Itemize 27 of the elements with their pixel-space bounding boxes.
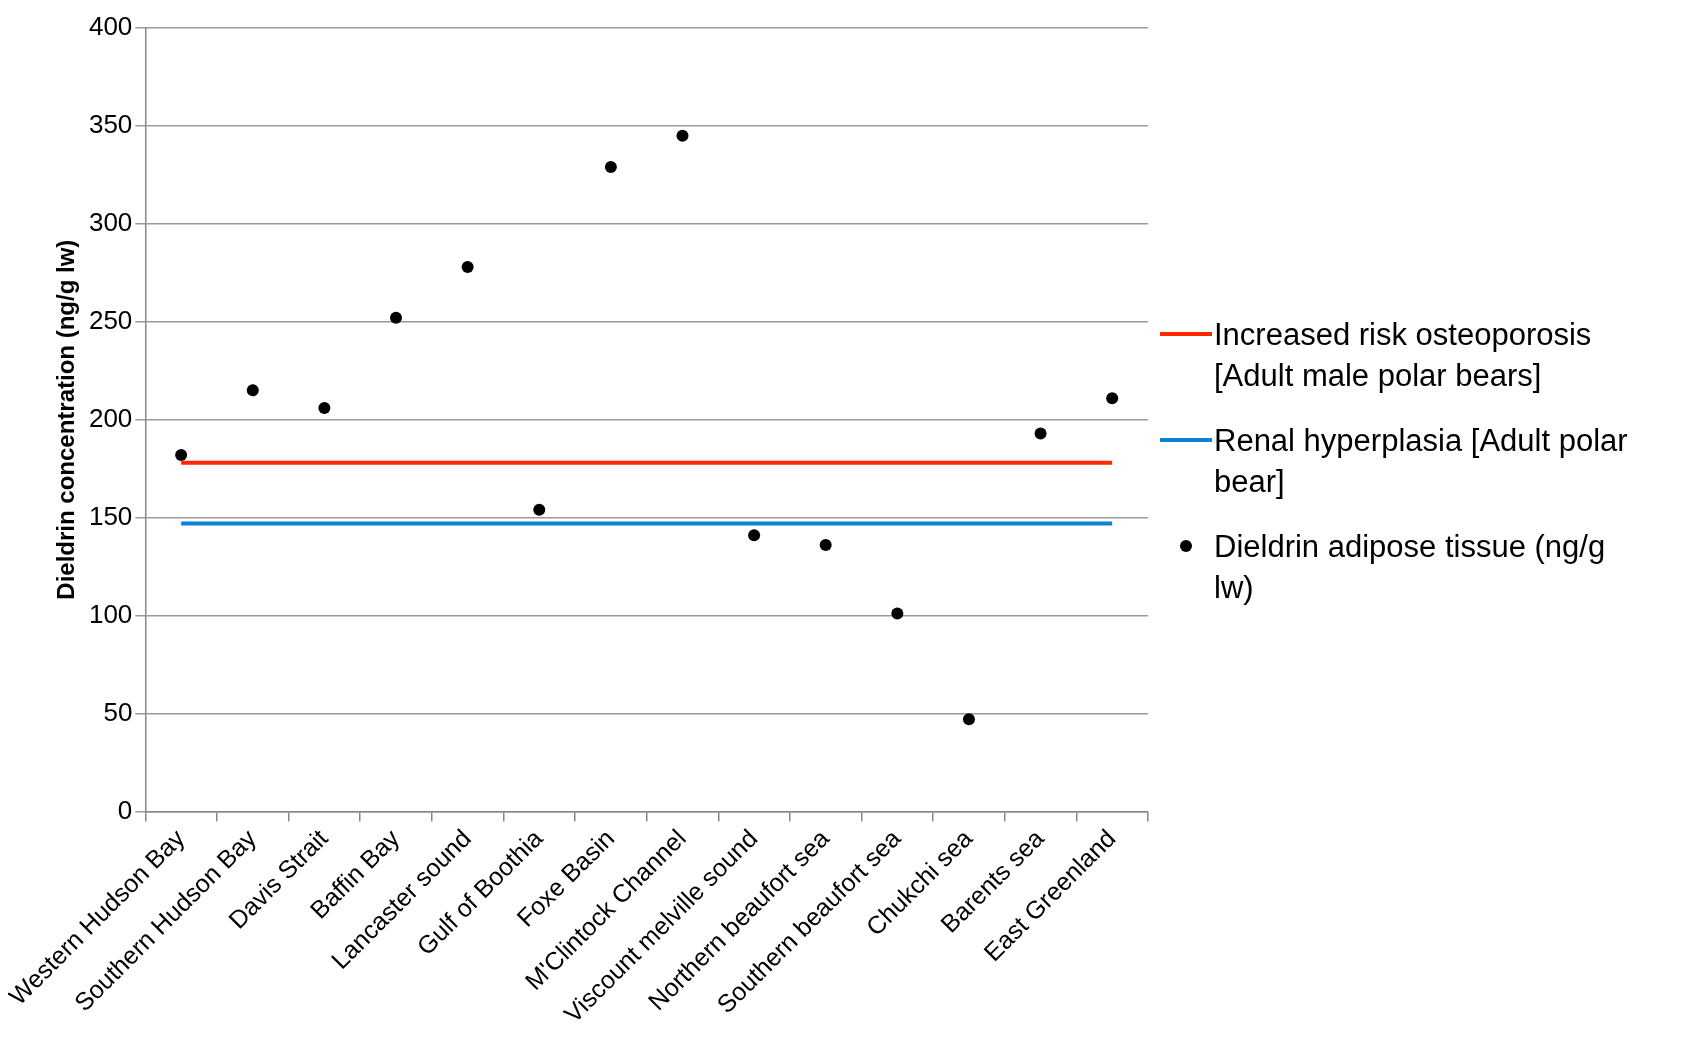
legend-label: Increased risk osteoporosis [Adult male polar bears] bbox=[1214, 315, 1593, 395]
point bbox=[962, 713, 975, 726]
y-tick-label: 300 bbox=[88, 207, 133, 238]
point bbox=[246, 384, 259, 397]
point bbox=[1106, 392, 1119, 405]
legend-label: Renal hyperplasia [Adult polar bear] bbox=[1214, 421, 1628, 501]
y-tick-label: 250 bbox=[88, 304, 133, 335]
legend-label: Dieldrin adipose tissue (ng/g lw) bbox=[1214, 527, 1607, 607]
y-tick-label: 150 bbox=[88, 500, 133, 531]
y-tick-label: 400 bbox=[88, 11, 133, 42]
point bbox=[318, 401, 331, 414]
y-tick-label: 350 bbox=[88, 109, 133, 140]
point bbox=[533, 503, 546, 516]
y-tick-label: 200 bbox=[88, 402, 133, 433]
y-tick-label: 100 bbox=[88, 598, 133, 629]
point bbox=[390, 311, 402, 324]
point bbox=[748, 529, 761, 542]
y-tick-label: 50 bbox=[103, 696, 133, 727]
point bbox=[676, 129, 689, 142]
point bbox=[175, 448, 188, 461]
point bbox=[461, 260, 474, 273]
y-tick-label: 0 bbox=[117, 794, 133, 825]
point bbox=[891, 607, 904, 620]
point bbox=[819, 539, 832, 552]
point bbox=[604, 161, 617, 174]
point bbox=[1034, 427, 1047, 440]
y-axis-title: Dieldrin concentration (ng/g lw) bbox=[52, 239, 80, 600]
